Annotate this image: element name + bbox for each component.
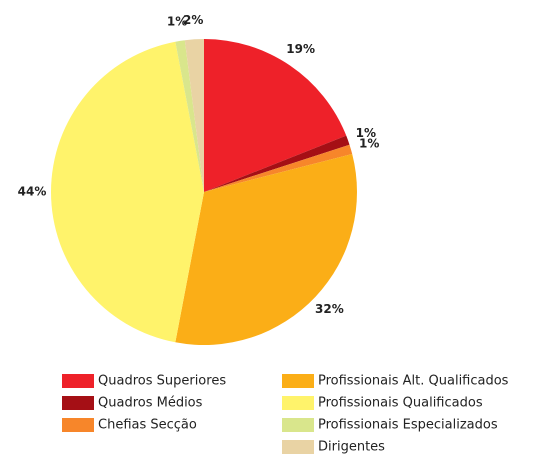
slice-label: 32% xyxy=(315,302,344,316)
legend-swatch xyxy=(282,418,314,432)
legend-label: Chefias Secção xyxy=(98,418,197,433)
legend-swatch xyxy=(62,374,94,388)
slice-label: 44% xyxy=(18,185,47,199)
legend-swatch xyxy=(62,418,94,432)
slice-label: 1% xyxy=(356,126,376,140)
slice-label: 19% xyxy=(286,42,315,56)
pie-slice xyxy=(175,40,204,192)
legend-swatch xyxy=(282,396,314,410)
legend-swatch xyxy=(282,440,314,454)
pie-slice xyxy=(50,41,204,343)
pie-slice xyxy=(184,39,204,192)
pie-slice xyxy=(204,144,353,192)
pie-slice xyxy=(204,135,350,192)
legend-label: Dirigentes xyxy=(318,440,385,455)
slice-label: 2% xyxy=(183,13,203,27)
pie-slice xyxy=(175,153,358,346)
legend-label: Profissionais Especializados xyxy=(318,418,498,433)
legend-label: Profissionais Alt. Qualificados xyxy=(318,374,509,389)
legend-label: Quadros Médios xyxy=(98,396,203,411)
pie-slice xyxy=(204,39,347,192)
legend-label: Quadros Superiores xyxy=(98,374,226,389)
slice-label: 1% xyxy=(359,137,379,151)
legend-swatch xyxy=(62,396,94,410)
legend-swatch xyxy=(282,374,314,388)
legend-label: Profissionais Qualificados xyxy=(318,396,483,411)
slice-label: 1% xyxy=(167,15,187,29)
